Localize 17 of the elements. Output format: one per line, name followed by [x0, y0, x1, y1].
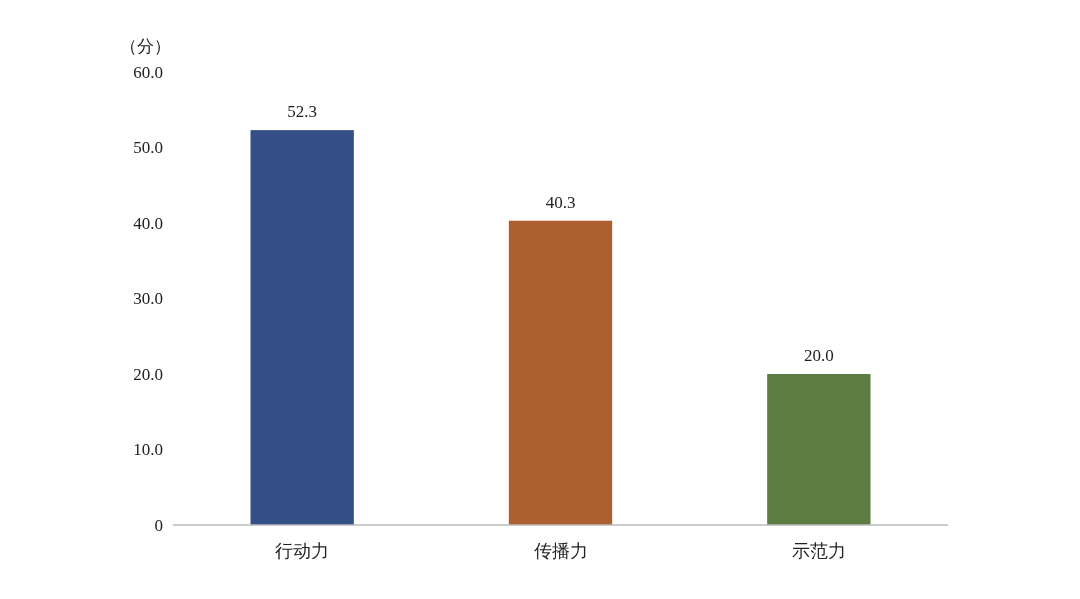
x-tick-label: 示范力: [791, 541, 846, 561]
y-tick-label: 0: [154, 515, 163, 535]
y-tick-label: 50.0: [133, 138, 163, 158]
bar: [250, 130, 354, 525]
y-tick-label: 30.0: [133, 289, 163, 309]
y-tick-label: 20.0: [133, 364, 163, 384]
y-axis-title: （分）: [120, 37, 171, 56]
x-tick-label: 行动力: [275, 541, 330, 561]
data-label: 40.3: [545, 192, 576, 212]
bar: [508, 220, 613, 525]
y-tick-label: 60.0: [133, 62, 163, 82]
data-label: 52.3: [287, 102, 318, 122]
y-tick-label: 10.0: [133, 440, 163, 460]
x-tick-label: 传播力: [533, 541, 588, 561]
bar: [767, 374, 871, 525]
data-label: 20.0: [803, 346, 834, 365]
y-tick-label: 40.0: [133, 213, 163, 233]
